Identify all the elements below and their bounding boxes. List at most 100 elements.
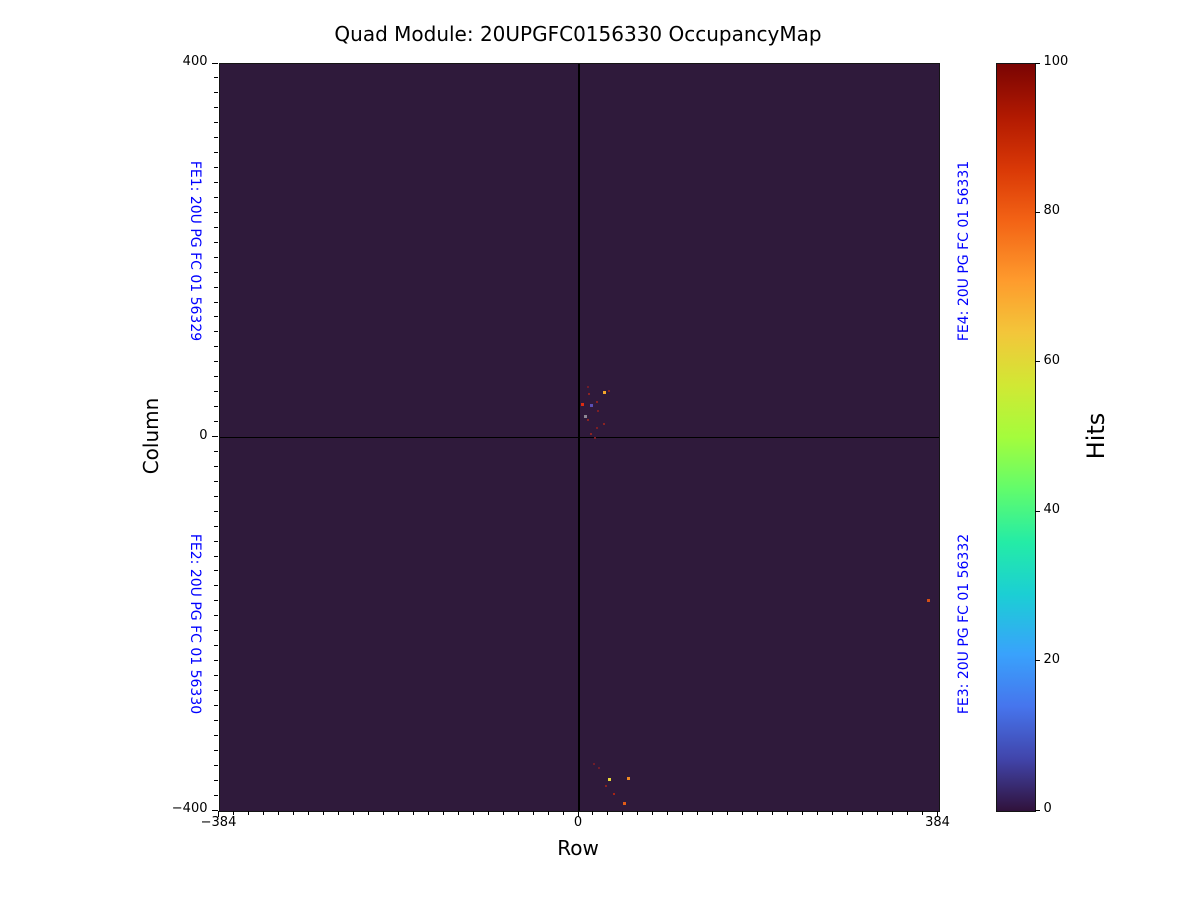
y-minor-tick <box>213 137 218 139</box>
x-minor-tick <box>802 811 804 815</box>
x-minor-tick <box>592 811 594 815</box>
x-minor-tick <box>742 811 744 815</box>
x-minor-tick <box>322 811 324 815</box>
y-minor-tick <box>213 211 218 213</box>
colorbar-tick <box>1034 510 1040 512</box>
y-minor-tick <box>213 286 218 288</box>
y-minor-tick <box>213 749 218 751</box>
x-minor-tick <box>877 811 879 815</box>
y-minor-tick <box>213 495 218 497</box>
colorbar <box>995 63 1036 812</box>
hot-pixel <box>603 423 606 426</box>
y-minor-tick <box>213 391 218 393</box>
hot-pixel <box>595 427 598 430</box>
x-minor-tick <box>652 811 654 815</box>
y-tick-label: −400 <box>171 801 208 816</box>
hot-pixel <box>584 415 588 419</box>
x-minor-tick <box>922 811 924 815</box>
y-minor-tick <box>213 107 218 109</box>
plot-area <box>218 63 940 812</box>
y-minor-tick <box>213 196 218 198</box>
x-minor-tick <box>337 811 339 815</box>
fe-chip-label: FE3: 20U PG FC 01 56332 <box>956 533 972 715</box>
hot-pixel <box>596 410 599 413</box>
y-minor-tick <box>213 256 218 258</box>
hot-pixel <box>608 777 612 781</box>
x-minor-tick <box>607 811 609 815</box>
y-minor-tick <box>213 92 218 94</box>
x-minor-tick <box>502 811 504 815</box>
hot-pixel <box>581 403 585 407</box>
x-tick-label: 0 <box>573 815 583 830</box>
y-minor-tick <box>213 152 218 154</box>
x-minor-tick <box>442 811 444 815</box>
y-minor-tick <box>213 764 218 766</box>
x-minor-tick <box>412 811 414 815</box>
colorbar-tick-label: 40 <box>1043 502 1061 518</box>
colorbar-tick-label: 20 <box>1043 651 1061 667</box>
y-major-tick <box>211 809 218 811</box>
y-minor-tick <box>213 346 218 348</box>
y-minor-tick <box>213 719 218 721</box>
hot-pixel <box>590 432 593 435</box>
hot-pixel <box>605 784 608 787</box>
y-tick-label: 0 <box>199 427 208 443</box>
y-minor-tick <box>213 331 218 333</box>
y-minor-tick <box>213 182 218 184</box>
hot-pixel <box>627 776 631 780</box>
x-minor-tick <box>847 811 849 815</box>
y-minor-tick <box>213 480 218 482</box>
fe-chip-label: FE1: 20U PG FC 01 56329 <box>187 160 203 342</box>
y-major-tick <box>211 62 218 64</box>
y-minor-tick <box>213 465 218 467</box>
x-minor-tick <box>562 811 564 815</box>
y-minor-tick <box>213 600 218 602</box>
y-minor-tick <box>213 689 218 691</box>
hot-pixel <box>607 389 610 392</box>
y-minor-tick <box>213 301 218 303</box>
x-major-tick <box>937 811 938 817</box>
y-minor-tick <box>213 361 218 363</box>
y-minor-tick <box>213 421 218 423</box>
x-minor-tick <box>262 811 264 815</box>
fe-chip-label: FE2: 20U PG FC 01 56330 <box>187 533 203 715</box>
x-minor-tick <box>292 811 294 815</box>
hot-pixel <box>602 391 606 395</box>
y-minor-tick <box>213 645 218 647</box>
x-tick-label: −384 <box>200 815 237 830</box>
hot-pixel <box>592 763 595 766</box>
x-minor-tick <box>307 811 309 815</box>
hot-pixel <box>593 437 596 440</box>
x-minor-tick <box>367 811 369 815</box>
crosshair-horizontal <box>219 436 939 439</box>
y-minor-tick <box>213 615 218 617</box>
y-minor-tick <box>213 226 218 228</box>
x-minor-tick <box>427 811 429 815</box>
hot-pixel <box>597 767 600 770</box>
x-minor-tick <box>667 811 669 815</box>
x-minor-tick <box>772 811 774 815</box>
y-minor-tick <box>213 167 218 169</box>
x-minor-tick <box>532 811 534 815</box>
y-minor-tick <box>213 630 218 632</box>
x-major-tick <box>577 811 579 817</box>
y-minor-tick <box>213 675 218 677</box>
hot-pixel <box>587 418 590 421</box>
y-minor-tick <box>213 271 218 273</box>
y-minor-tick <box>213 77 218 79</box>
y-minor-tick <box>213 704 218 706</box>
y-minor-tick <box>213 122 218 124</box>
x-minor-tick <box>382 811 384 815</box>
colorbar-tick <box>1034 809 1040 811</box>
x-minor-tick <box>832 811 834 815</box>
colorbar-tick-label: 60 <box>1043 352 1061 368</box>
x-minor-tick <box>622 811 624 815</box>
x-minor-tick <box>397 811 399 815</box>
hot-pixel <box>589 404 593 408</box>
hot-pixel <box>612 793 615 796</box>
x-minor-tick <box>787 811 789 815</box>
hot-pixel <box>623 802 627 806</box>
chart-title: Quad Module: 20UPGFC0156330 OccupancyMap <box>334 22 822 46</box>
colorbar-tick-label: 0 <box>1043 801 1052 816</box>
x-major-tick <box>218 811 219 817</box>
